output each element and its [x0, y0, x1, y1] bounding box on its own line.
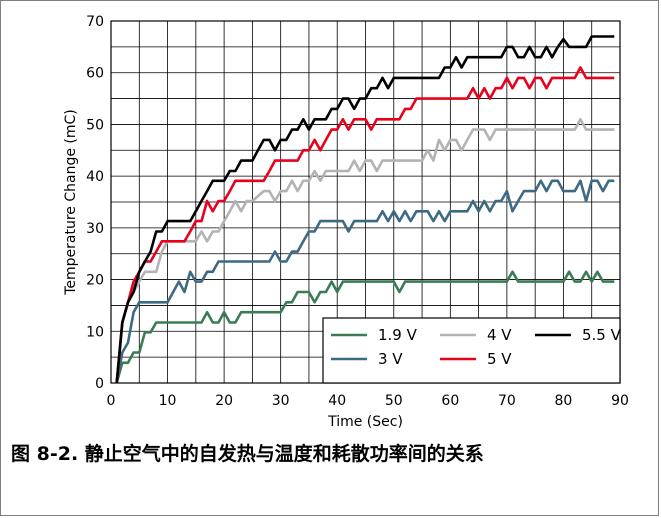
y-tick-label: 20: [86, 273, 104, 289]
series-line-5-v: [115, 66, 615, 384]
x-tick-label: 20: [215, 393, 233, 409]
legend-box: [322, 317, 621, 384]
figure-caption: 图 8-2. 静止空气中的自发热与温度和耗散功率间的关系: [11, 443, 484, 465]
legend-label: 3 V: [378, 350, 403, 368]
y-tick-label: 30: [86, 221, 104, 237]
legend-label: 1.9 V: [378, 326, 418, 344]
y-tick-label: 40: [86, 169, 104, 185]
y-axis-label: Temperature Change (mC): [63, 109, 79, 296]
x-tick-label: 10: [159, 393, 177, 409]
series-line-3-v: [115, 179, 615, 384]
legend-label: 4 V: [487, 326, 512, 344]
chart-series: [115, 35, 615, 384]
y-tick-label: 70: [86, 14, 104, 30]
x-axis-label: Time (Sec): [327, 414, 403, 430]
x-tick-label: 80: [555, 393, 573, 409]
x-tick-label: 0: [107, 393, 116, 409]
x-tick-label: 40: [328, 393, 346, 409]
y-tick-label: 10: [86, 324, 104, 340]
series-line-5-5-v: [115, 35, 615, 384]
legend-label: 5.5 V: [582, 326, 622, 344]
x-tick-label: 50: [385, 393, 403, 409]
temperature-chart: 0 10 20 30 40 50 60 70 80 90 0 10 20 30 40 50 60 70 Time …: [63, 14, 629, 430]
x-tick-label: 70: [498, 393, 516, 409]
x-tick-label: 90: [611, 393, 629, 409]
chart-legend: 1.9 V 3 V 4 V 5 V 5.5 V: [322, 317, 622, 384]
y-tick-label: 0: [95, 376, 104, 392]
series-line-1-9-v: [115, 270, 615, 384]
y-tick-label: 60: [86, 66, 104, 82]
axis-ticks: 0 10 20 30 40 50 60 70 80 90 0 10 20 30 40 50 60 70: [86, 14, 629, 409]
x-tick-label: 60: [441, 393, 459, 409]
x-tick-label: 30: [272, 393, 290, 409]
series-line-4-v: [115, 118, 615, 384]
y-tick-label: 50: [86, 117, 104, 133]
legend-label: 5 V: [487, 350, 512, 368]
